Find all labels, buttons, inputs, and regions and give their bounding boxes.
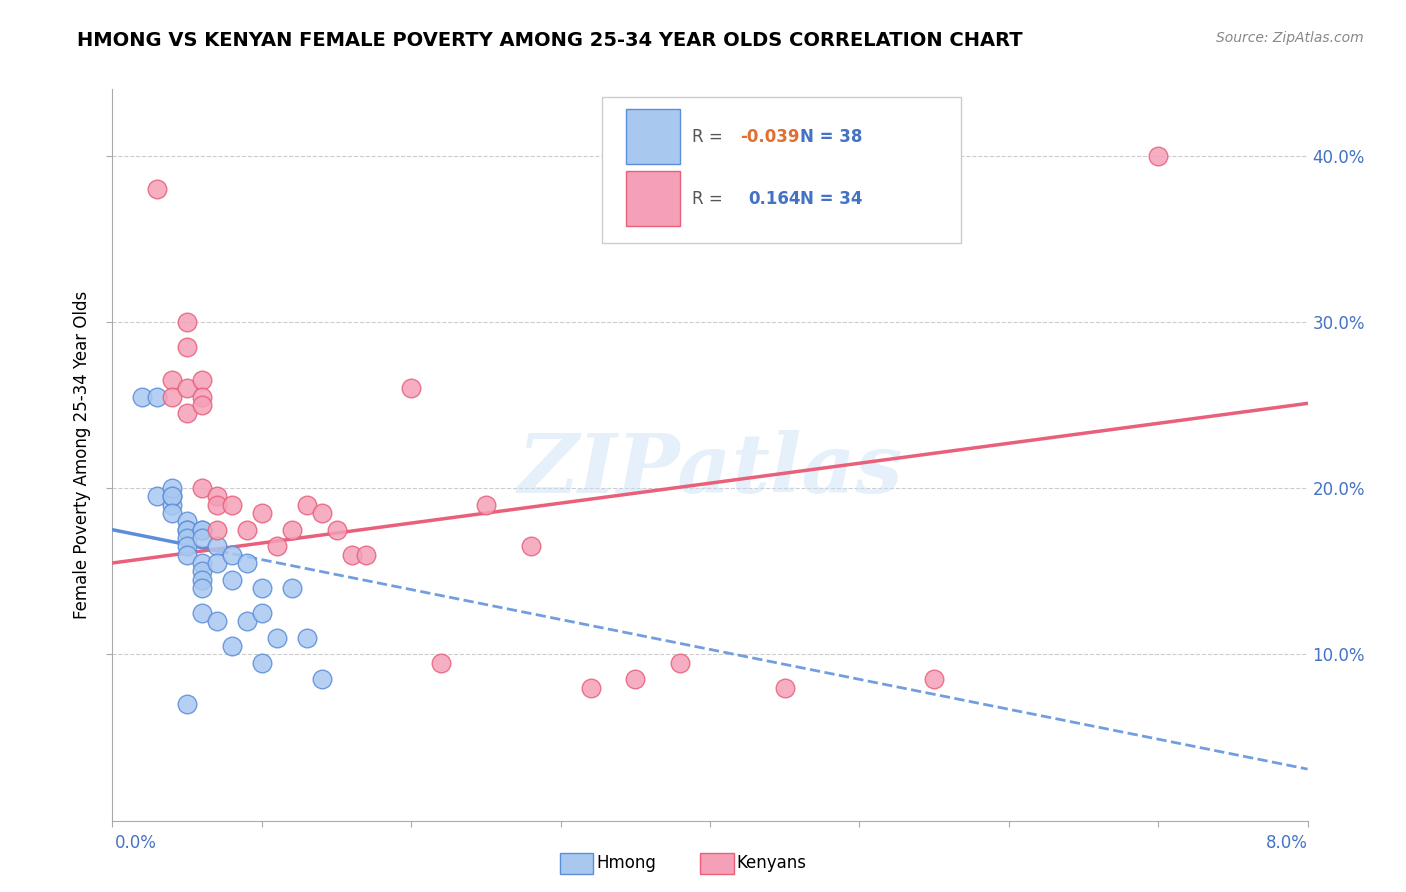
Point xyxy=(176,523,198,537)
Point xyxy=(250,656,273,670)
Point xyxy=(146,490,169,504)
Point xyxy=(176,315,198,329)
Text: Hmong: Hmong xyxy=(596,855,657,872)
Point xyxy=(221,639,243,653)
Text: Kenyans: Kenyans xyxy=(737,855,807,872)
Point xyxy=(162,490,183,504)
FancyBboxPatch shape xyxy=(603,96,962,243)
Point xyxy=(624,673,647,687)
Point xyxy=(401,381,423,395)
Point xyxy=(922,673,945,687)
Point xyxy=(191,398,214,412)
Point xyxy=(176,548,198,562)
Point xyxy=(191,606,214,620)
Text: R =: R = xyxy=(692,128,728,145)
Point xyxy=(176,381,198,395)
Point xyxy=(162,373,183,387)
Text: N = 34: N = 34 xyxy=(800,190,862,208)
Point xyxy=(221,548,243,562)
Point xyxy=(162,490,183,504)
Point xyxy=(250,506,273,520)
Point xyxy=(176,531,198,545)
Point xyxy=(311,506,333,520)
Point xyxy=(176,406,198,420)
Point xyxy=(311,673,333,687)
Point xyxy=(475,498,498,512)
Point xyxy=(191,531,214,545)
Point xyxy=(221,573,243,587)
Point xyxy=(579,681,602,695)
Y-axis label: Female Poverty Among 25-34 Year Olds: Female Poverty Among 25-34 Year Olds xyxy=(73,291,91,619)
Point xyxy=(176,515,198,529)
Point xyxy=(191,523,214,537)
Text: Source: ZipAtlas.com: Source: ZipAtlas.com xyxy=(1216,31,1364,45)
Point xyxy=(430,656,453,670)
Point xyxy=(205,490,228,504)
Point xyxy=(281,523,304,537)
Point xyxy=(250,606,273,620)
Point xyxy=(191,373,214,387)
Point xyxy=(131,390,153,404)
Point xyxy=(191,581,214,595)
Point xyxy=(205,614,228,628)
Text: ZIPatlas: ZIPatlas xyxy=(517,430,903,509)
Point xyxy=(176,698,198,712)
Point xyxy=(520,539,543,553)
Point xyxy=(191,390,214,404)
Point xyxy=(773,681,796,695)
Text: R =: R = xyxy=(692,190,734,208)
Point xyxy=(176,539,198,553)
Point xyxy=(295,631,318,645)
Text: N = 38: N = 38 xyxy=(800,128,862,145)
Point xyxy=(176,340,198,354)
Point xyxy=(325,523,347,537)
Point xyxy=(162,506,183,520)
Point xyxy=(191,523,214,537)
Point xyxy=(1147,149,1170,163)
Point xyxy=(205,539,228,553)
Point xyxy=(236,556,259,570)
Point xyxy=(205,556,228,570)
Point xyxy=(191,556,214,570)
Point xyxy=(162,481,183,495)
Point xyxy=(266,631,288,645)
Point xyxy=(146,390,169,404)
Point xyxy=(281,581,304,595)
Point xyxy=(295,498,318,512)
Point xyxy=(162,390,183,404)
Point xyxy=(221,498,243,512)
Point xyxy=(236,523,259,537)
Text: 0.0%: 0.0% xyxy=(115,834,157,852)
Point xyxy=(250,581,273,595)
Point xyxy=(669,656,692,670)
Point xyxy=(356,548,378,562)
Point xyxy=(340,548,363,562)
Point xyxy=(162,498,183,512)
Text: -0.039: -0.039 xyxy=(740,128,800,145)
Point xyxy=(266,539,288,553)
Text: 8.0%: 8.0% xyxy=(1265,834,1308,852)
FancyBboxPatch shape xyxy=(627,110,681,164)
Point xyxy=(176,523,198,537)
Point xyxy=(146,182,169,196)
Point xyxy=(236,614,259,628)
Point xyxy=(205,498,228,512)
Point xyxy=(191,573,214,587)
Point xyxy=(191,564,214,578)
Text: HMONG VS KENYAN FEMALE POVERTY AMONG 25-34 YEAR OLDS CORRELATION CHART: HMONG VS KENYAN FEMALE POVERTY AMONG 25-… xyxy=(77,31,1024,50)
Point xyxy=(205,523,228,537)
FancyBboxPatch shape xyxy=(627,171,681,227)
Text: 0.164: 0.164 xyxy=(748,190,801,208)
Point xyxy=(191,481,214,495)
